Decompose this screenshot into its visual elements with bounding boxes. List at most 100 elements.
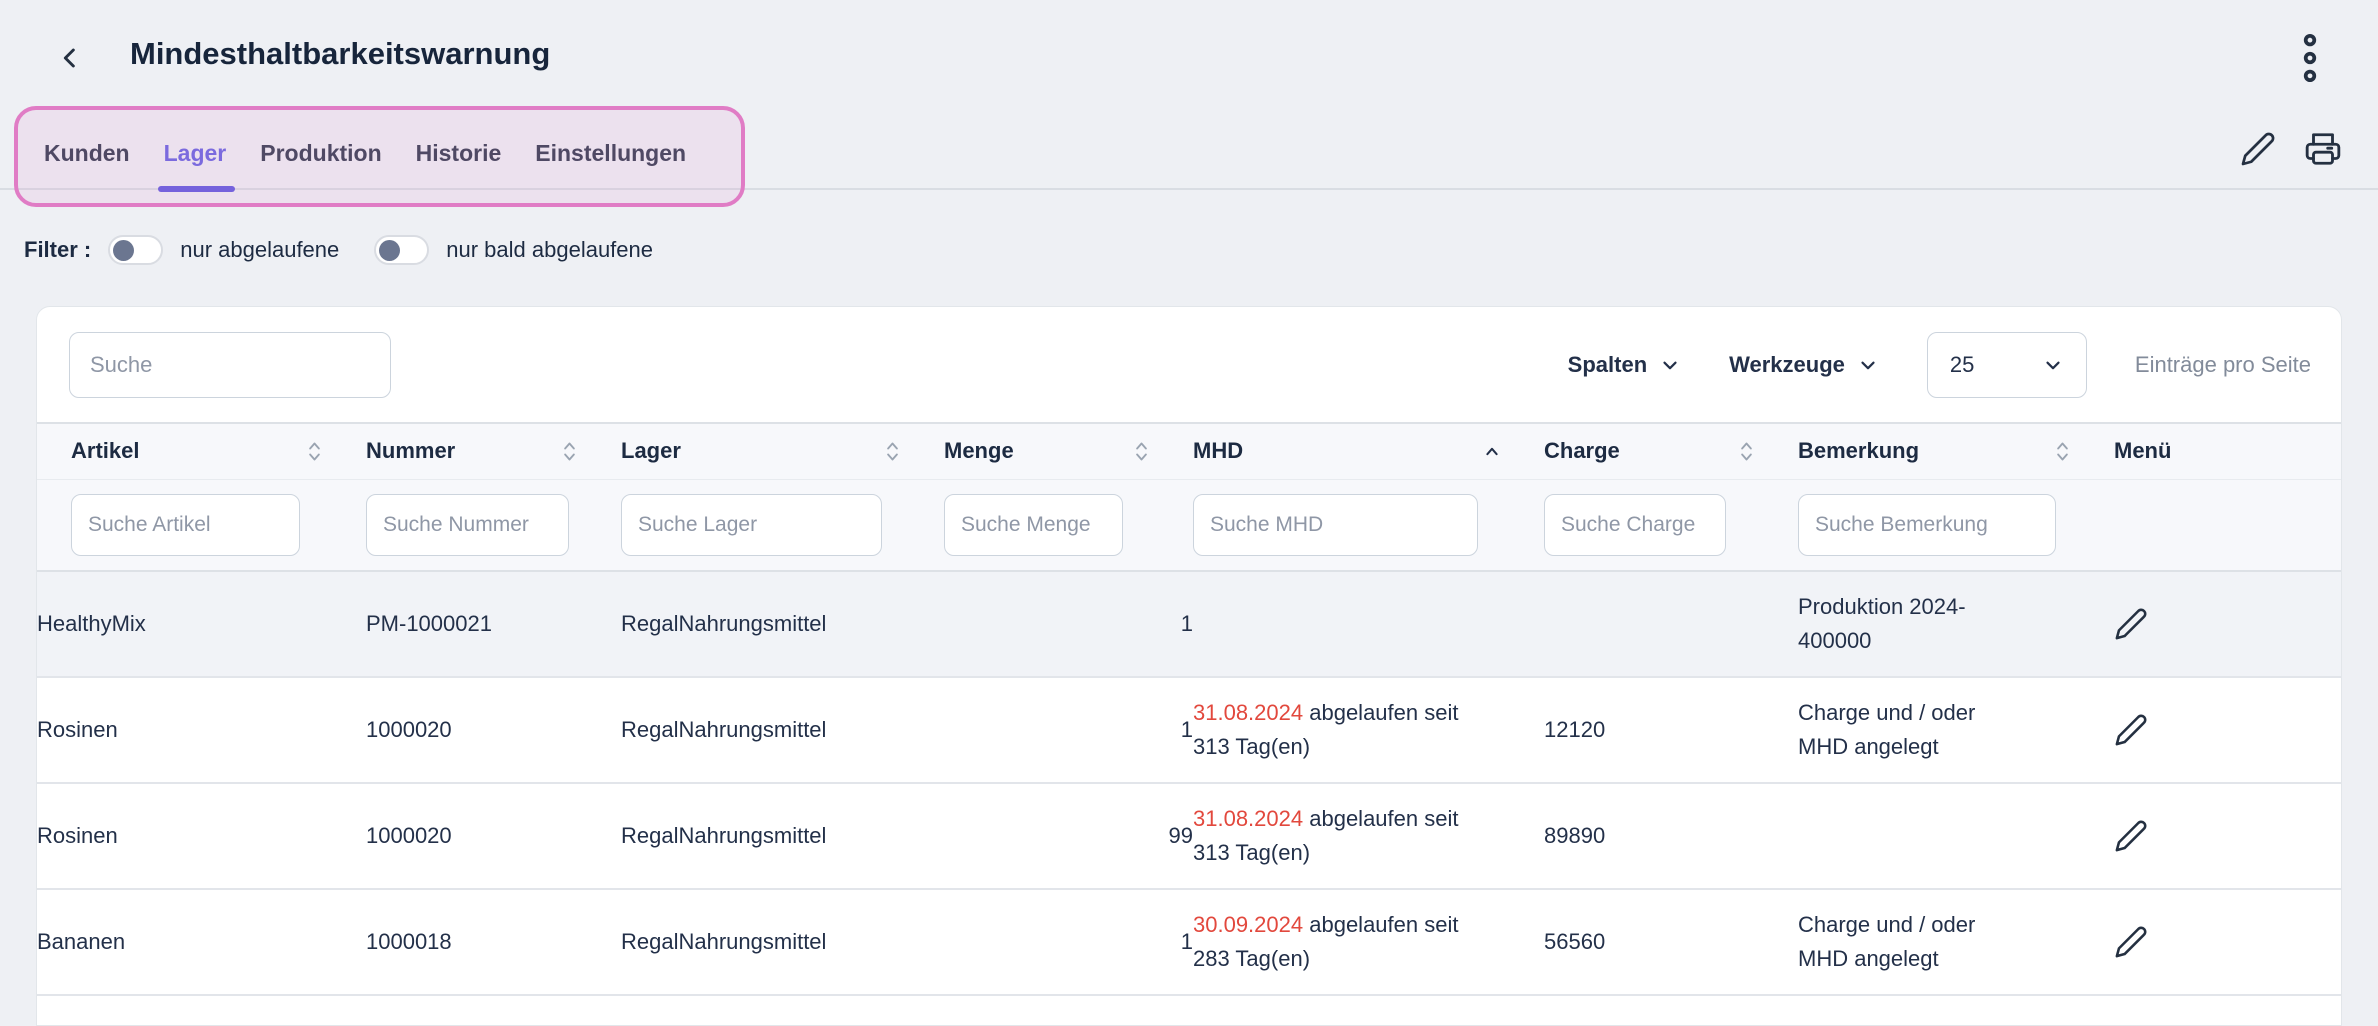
pencil-icon [2114,607,2148,641]
toggle-nur-abgelaufene[interactable] [108,235,164,265]
cell-charge [1544,571,1798,678]
sort-icon [1134,441,1149,462]
mhd-text: abgelaufen seit 313 Tag(en) [1193,699,1459,759]
column-label: MHD [1193,438,1244,464]
filter-input-mhd[interactable] [1193,493,1478,556]
sort-icon [885,441,900,462]
cell-bemerkung: Produktion 2024-400000 [1798,571,2114,678]
kebab-vertical-icon [2299,33,2321,83]
toggle-knob [113,239,135,261]
overflow-menu-button[interactable] [2290,33,2330,83]
mhd-text: abgelaufen seit 313 Tag(en) [1193,805,1459,865]
tab-lager[interactable]: Lager [157,118,235,192]
column-header-mhd[interactable]: MHD [1193,422,1544,479]
column-label: Bemerkung [1798,438,1920,464]
row-edit-button[interactable] [2114,604,2154,644]
tools-dropdown-button[interactable]: Werkzeuge [1729,352,1879,378]
mhd-date: 31.08.2024 [1193,699,1304,725]
tab-kunden[interactable]: Kunden [44,139,130,166]
sort-ascending-icon [1484,446,1500,457]
row-edit-button[interactable] [2114,816,2154,856]
column-header-menge[interactable]: Menge [944,422,1193,479]
print-button[interactable] [2304,130,2342,168]
sort-icon [307,441,322,462]
toggle-nur-bald-abgelaufene[interactable] [374,235,430,265]
sort-icon [2055,441,2070,462]
cell-menge: 1 [944,889,1193,996]
columns-dropdown-button[interactable]: Spalten [1568,352,1681,378]
table-toolbar: Spalten Werkzeuge 25 Einträge pro Seite [37,307,2341,422]
column-label: Artikel [71,438,140,464]
page-size-select[interactable]: 25 [1926,331,2087,398]
cell-nummer: 1000020 [366,783,621,890]
cell-artikel: Bananen [37,889,366,996]
filter-label: Filter : [24,237,92,262]
table-row: Rosinen 1000020 RegalNahrungsmittel 1 31… [37,677,2341,784]
page-title: Mindesthaltbarkeitswarnung [130,36,551,71]
mhd-date: 30.09.2024 [1193,911,1304,937]
tab-produktion[interactable]: Produktion [260,139,382,166]
column-label: Menge [944,438,1014,464]
tools-dropdown-label: Werkzeuge [1729,351,1845,377]
cell-nummer: 1000020 [366,677,621,784]
chevron-down-icon [2042,354,2064,376]
filter-input-nummer[interactable] [366,493,569,556]
cell-charge: 89890 [1544,783,1798,890]
chevron-down-icon [1659,354,1681,376]
filter-input-charge[interactable] [1544,493,1726,556]
search-input[interactable] [69,331,391,398]
cell-artikel: Rosinen [37,783,366,890]
tab-einstellungen[interactable]: Einstellungen [535,139,687,166]
pencil-icon [2114,925,2148,959]
column-header-menu: Menü [2114,422,2341,479]
printer-icon [2304,130,2342,168]
toggle-knob [379,239,401,261]
cell-artikel: Rosinen [37,677,366,784]
filter-bar: Filter : nur abgelaufene nur bald abgela… [24,230,671,270]
column-header-bemerkung[interactable]: Bemerkung [1798,422,2114,479]
pencil-icon [2114,819,2148,853]
filter-input-artikel[interactable] [71,493,300,556]
data-table: Artikel Nummer Lager Menge MHD [37,422,2341,996]
column-header-lager[interactable]: Lager [621,422,944,479]
cell-bemerkung: Charge und / oder MHD angelegt [1798,677,2114,784]
cell-menu [2114,783,2341,890]
toggle-label-nur-abgelaufene: nur abgelaufene [180,237,340,262]
filter-input-bemerkung[interactable] [1798,493,2056,556]
column-filter-row [37,478,2341,572]
page-size-value: 25 [1949,351,1975,377]
pencil-icon [2240,131,2276,167]
row-edit-button[interactable] [2114,710,2154,750]
edit-button[interactable] [2240,131,2276,167]
column-label: Nummer [366,438,456,464]
cell-mhd: 31.08.2024 abgelaufen seit 313 Tag(en) [1193,677,1544,784]
toggle-label-nur-bald-abgelaufene: nur bald abgelaufene [446,237,653,262]
cell-menu [2114,677,2341,784]
tab-historie[interactable]: Historie [415,139,502,166]
row-edit-button[interactable] [2114,922,2154,962]
cell-nummer: 1000018 [366,889,621,996]
column-header-charge[interactable]: Charge [1544,422,1798,479]
cell-lager: RegalNahrungsmittel [621,571,944,678]
column-header-artikel[interactable]: Artikel [37,422,366,479]
tab-bar: Kunden Lager Produktion Historie Einstel… [0,118,2378,192]
cell-menge: 1 [944,677,1193,784]
column-label: Lager [621,438,681,464]
column-label: Menü [2114,438,2172,464]
mhd-date: 31.08.2024 [1193,805,1304,831]
tab-actions [2240,130,2342,168]
back-button[interactable] [50,38,90,78]
cell-lager: RegalNahrungsmittel [621,889,944,996]
cell-lager: RegalNahrungsmittel [621,783,944,890]
filter-input-menge[interactable] [944,493,1123,556]
cell-menu [2114,889,2341,996]
cell-menge: 1 [944,571,1193,678]
filter-input-lager[interactable] [621,493,882,556]
chevron-left-icon [54,42,86,74]
mhd-text: abgelaufen seit 283 Tag(en) [1193,911,1459,971]
table-row: Bananen 1000018 RegalNahrungsmittel 1 30… [37,889,2341,996]
cell-charge: 56560 [1544,889,1798,996]
chevron-down-icon [1857,354,1879,376]
column-header-nummer[interactable]: Nummer [366,422,621,479]
cell-artikel: HealthyMix [37,571,366,678]
